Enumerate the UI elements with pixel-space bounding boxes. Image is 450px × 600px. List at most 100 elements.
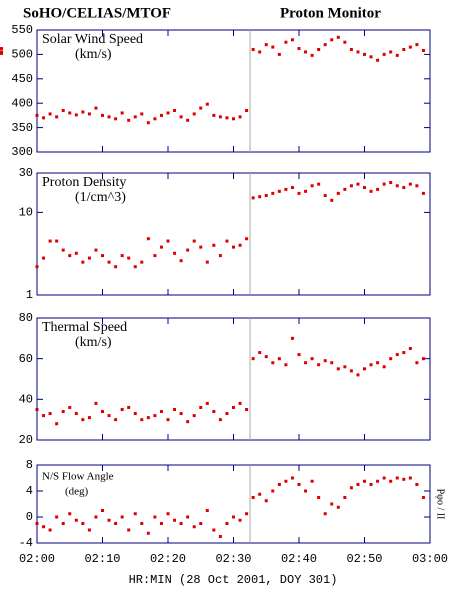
point xyxy=(408,476,412,480)
point xyxy=(369,55,373,59)
point xyxy=(330,38,334,42)
x-tick-label: 02:00 xyxy=(19,552,55,566)
point xyxy=(48,112,52,116)
point xyxy=(186,515,190,519)
panel-label: Solar Wind Speed xyxy=(42,32,143,47)
point xyxy=(349,486,353,490)
y-tick-label: 4 xyxy=(26,484,33,498)
point xyxy=(0,47,3,51)
point xyxy=(159,522,163,525)
point xyxy=(107,260,111,264)
point xyxy=(395,476,399,480)
point xyxy=(245,109,249,113)
point xyxy=(369,483,373,486)
panel-unit: (km/s) xyxy=(75,335,112,350)
point xyxy=(349,48,353,52)
point xyxy=(133,265,137,269)
point xyxy=(369,363,373,367)
point xyxy=(330,502,334,506)
header-left: SoHO/CELIAS/MTOF xyxy=(23,5,171,21)
point xyxy=(133,115,137,119)
point xyxy=(238,401,242,405)
point xyxy=(101,410,104,414)
point xyxy=(258,351,262,355)
point xyxy=(68,111,72,115)
y-tick-label: 400 xyxy=(11,96,33,110)
point xyxy=(107,115,111,119)
point xyxy=(395,53,399,57)
point xyxy=(140,260,144,264)
point xyxy=(218,115,222,119)
point xyxy=(363,52,366,56)
point xyxy=(408,182,412,186)
point xyxy=(421,191,425,195)
point xyxy=(323,359,327,363)
point xyxy=(232,405,235,409)
x-tick-label: 02:30 xyxy=(215,552,251,566)
point xyxy=(415,361,419,365)
point xyxy=(225,522,229,525)
x-tick-label: 02:50 xyxy=(346,552,382,566)
point xyxy=(81,110,85,114)
panel-label: Thermal Speed xyxy=(42,320,127,335)
point xyxy=(212,113,216,117)
point xyxy=(101,509,104,512)
point xyxy=(205,509,209,512)
point xyxy=(336,505,340,509)
point xyxy=(120,111,124,115)
point xyxy=(264,194,268,198)
point xyxy=(159,410,163,414)
point xyxy=(415,483,419,486)
y-tick-label: 80 xyxy=(19,311,33,325)
header-right: Proton Monitor xyxy=(280,5,381,21)
point xyxy=(68,254,72,258)
point xyxy=(284,363,288,367)
point xyxy=(186,420,190,424)
point xyxy=(245,237,249,241)
point xyxy=(87,416,91,420)
point xyxy=(363,367,366,371)
point xyxy=(251,48,255,52)
point xyxy=(415,184,419,188)
point xyxy=(166,418,170,422)
point xyxy=(356,373,360,377)
point xyxy=(94,515,98,519)
point xyxy=(186,248,190,252)
point xyxy=(421,48,425,52)
y-tick-label: 0 xyxy=(26,510,33,524)
point xyxy=(317,363,321,367)
point xyxy=(290,476,294,480)
point xyxy=(317,182,321,186)
point xyxy=(264,499,268,503)
point xyxy=(336,191,340,195)
y-tick-label: 300 xyxy=(11,145,33,159)
point xyxy=(42,256,46,260)
point xyxy=(55,422,59,426)
point xyxy=(87,528,91,532)
point xyxy=(205,260,209,264)
point xyxy=(48,528,52,532)
point xyxy=(382,182,386,186)
panel-label: N/S Flow Angle xyxy=(42,471,114,483)
point xyxy=(310,479,314,483)
point xyxy=(232,117,235,121)
point xyxy=(402,477,406,481)
point xyxy=(218,254,222,258)
point xyxy=(179,259,183,263)
point xyxy=(232,515,235,519)
point xyxy=(81,522,85,525)
y-tick-label: 550 xyxy=(11,23,33,37)
point xyxy=(48,412,52,416)
point xyxy=(94,106,98,110)
x-tick-label: 02:10 xyxy=(84,552,120,566)
point xyxy=(376,479,380,483)
panel-unit: (km/s) xyxy=(75,47,112,62)
point xyxy=(68,512,72,516)
point xyxy=(87,112,91,116)
point xyxy=(238,518,242,522)
point xyxy=(297,483,301,486)
point xyxy=(127,405,131,409)
point xyxy=(408,45,412,49)
point xyxy=(297,353,301,357)
point xyxy=(225,239,229,243)
